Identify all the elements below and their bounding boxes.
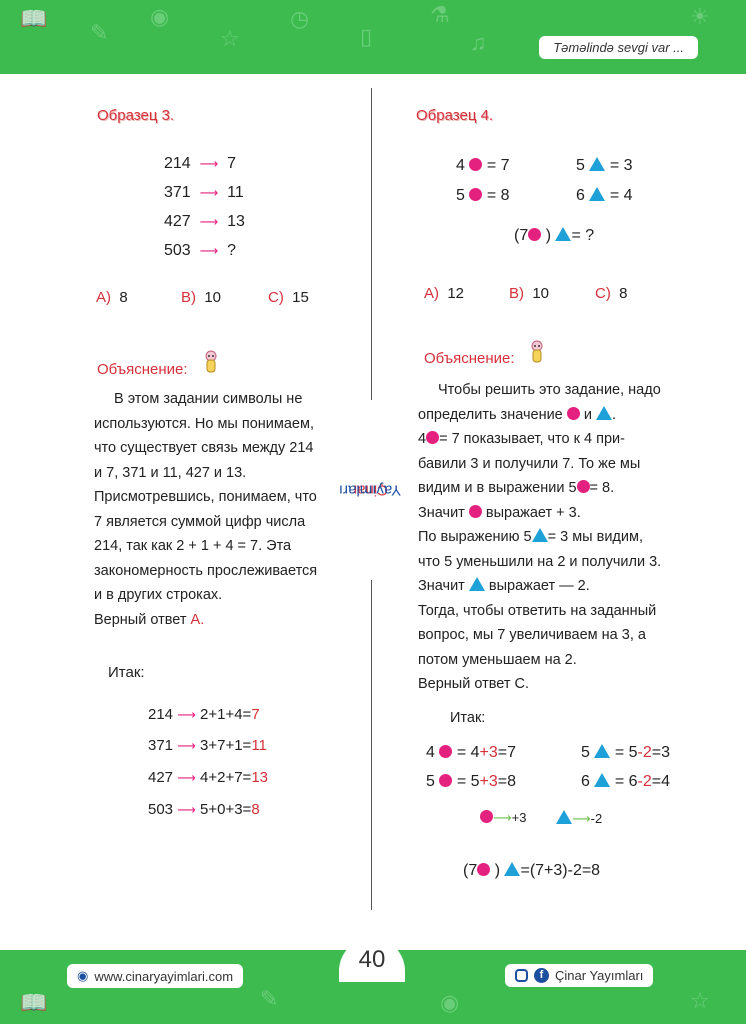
ruler-icon: ▯ <box>360 24 373 49</box>
music-icon: ♫ <box>470 30 487 55</box>
eq-triangle-2: 6 = 4 <box>576 187 633 204</box>
footer-band: 📖 ✎ ◉ ☆ ◉ www.cinaryayimlari.com f Çinar… <box>0 950 746 1024</box>
page-number: 40 <box>339 938 405 982</box>
sum-row-4: 503 ⟶ 5+0+3=8 <box>148 801 260 818</box>
pencil-icon: ✎ <box>260 986 279 1011</box>
final-equation: (7 ) =(7+3)-2=8 <box>463 862 601 879</box>
answer-b: B) 10 <box>181 289 222 306</box>
rule-row-4: 503 ⟶ ? <box>164 242 237 259</box>
eq-circle-2: 5 = 8 <box>456 187 510 204</box>
sample-3-title: Образец 3. <box>97 107 175 124</box>
itak-label: Итак: <box>108 664 145 681</box>
tagline: Təməlində sevgi var ... <box>539 36 698 59</box>
triangle-symbol <box>589 157 606 171</box>
social-link[interactable]: f Çinar Yayımları <box>505 964 654 987</box>
flask-icon: ⚗ <box>430 2 450 27</box>
instagram-icon <box>515 969 528 982</box>
rule-row-1: 214 ⟶ 7 <box>164 155 237 172</box>
solution-circle-1: 4 = 4+3=7 <box>426 744 516 761</box>
mascot-icon <box>531 340 543 363</box>
triangle-symbol <box>589 187 606 201</box>
explanation-heading: Объяснение: <box>97 361 188 378</box>
book-icon: 📖 <box>20 990 48 1015</box>
solution-triangle-2: 6 = 6-2=4 <box>581 773 670 790</box>
solution-triangle-1: 5 = 5-2=3 <box>581 744 670 761</box>
sum-row-1: 214 ⟶ 2+1+4=7 <box>148 706 260 723</box>
sum-row-3: 427 ⟶ 4+2+7=13 <box>148 769 269 786</box>
legend-triangle: ⟶-2 <box>556 810 602 827</box>
answer-a-right: A) 12 <box>424 285 465 302</box>
arrow-icon: ⟶ <box>199 214 219 229</box>
answer-b-right: B) 10 <box>509 285 550 302</box>
website-link[interactable]: ◉ www.cinaryayimlari.com <box>67 964 244 988</box>
globe-icon: ◉ <box>150 4 170 29</box>
sample-4-title: Образец 4. <box>416 107 494 124</box>
globe-icon: ◉ <box>440 990 460 1015</box>
header-band: 📖 ✎ ◉ ☆ ◷ ▯ ⚗ ♫ ☀ Təməlində sevgi var ..… <box>0 0 746 74</box>
sum-row-2: 371 ⟶ 3+7+1=11 <box>148 737 267 754</box>
left-explanation-text: В этом задании символы не используются. … <box>94 391 318 628</box>
right-explanation-text: Чтобы решить это задание, надо определит… <box>418 382 662 692</box>
eq-triangle-1: 5 = 3 <box>576 157 633 174</box>
arrow-icon: ⟶ <box>199 185 219 200</box>
question-expression: (7 ) = ? <box>514 227 595 244</box>
column-divider-bottom <box>371 580 372 910</box>
circle-symbol <box>469 188 483 201</box>
arrow-icon: ⟶ <box>199 243 219 258</box>
clock-icon: ◷ <box>290 6 310 31</box>
solution-circle-2: 5 = 5+3=8 <box>426 773 516 790</box>
answer-c-right: C) 8 <box>595 285 628 302</box>
vertical-brand: Çinar Yayımları <box>338 481 402 499</box>
rule-row-3: 427 ⟶ 13 <box>164 213 245 230</box>
pencil-icon: ✎ <box>90 20 109 45</box>
itak-label-right: Итак: <box>450 710 486 726</box>
answer-a: A) 8 <box>96 289 128 306</box>
eq-circle-1: 4 = 7 <box>456 157 510 174</box>
facebook-icon: f <box>534 968 549 983</box>
rule-row-2: 371 ⟶ 11 <box>164 184 244 201</box>
correct-answer-letter: A. <box>190 611 205 628</box>
globe-icon: ◉ <box>77 968 89 983</box>
column-divider-top <box>371 88 372 400</box>
star-icon: ☆ <box>220 26 240 51</box>
circle-symbol <box>469 158 483 171</box>
arrow-icon: ⟶ <box>199 156 219 171</box>
mascot-icon <box>205 350 217 373</box>
bulb-icon: ☀ <box>690 4 710 29</box>
legend-circle: ⟶+3 <box>480 810 526 826</box>
explanation-heading-right: Объяснение: <box>424 350 515 367</box>
answer-c: C) 15 <box>268 289 309 306</box>
star-icon: ☆ <box>690 988 710 1013</box>
book-icon: 📖 <box>20 6 48 31</box>
